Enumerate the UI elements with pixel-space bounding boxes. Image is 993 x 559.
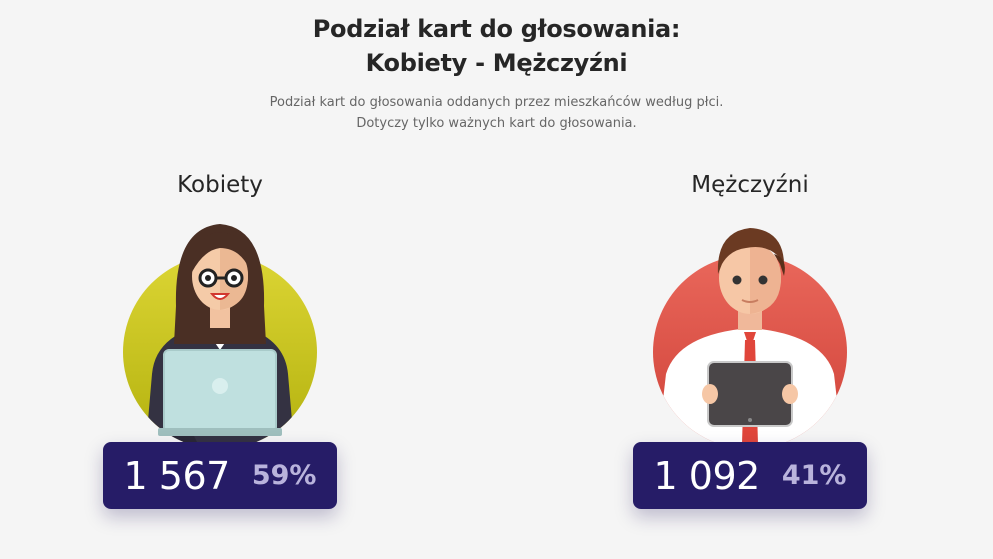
title-line-1: Podział kart do głosowania:	[312, 15, 681, 43]
men-stat-card: 1 092 41%	[633, 442, 867, 509]
women-label: Kobiety	[177, 172, 263, 198]
man-illustration	[646, 214, 856, 444]
men-count: 1 092	[653, 453, 761, 498]
woman-illustration	[116, 214, 326, 444]
women-stat-card: 1 567 59%	[103, 442, 337, 509]
header: Podział kart do głosowania: Kobiety - Mę…	[0, 12, 993, 134]
men-percent: 41%	[781, 460, 847, 491]
page-subtitle: Podział kart do głosowania oddanych prze…	[0, 92, 993, 134]
man-with-tablet-icon	[653, 228, 847, 444]
page-title: Podział kart do głosowania: Kobiety - Mę…	[0, 12, 993, 80]
men-label: Mężczyźni	[691, 172, 809, 198]
woman-with-laptop-icon	[123, 224, 317, 444]
subtitle-line-2: Dotyczy tylko ważnych kart do głosowania…	[356, 116, 637, 131]
title-line-2: Kobiety - Mężczyźni	[365, 49, 628, 77]
women-percent: 59%	[251, 460, 317, 491]
women-count: 1 567	[123, 453, 231, 498]
subtitle-line-1: Podział kart do głosowania oddanych prze…	[269, 95, 724, 110]
